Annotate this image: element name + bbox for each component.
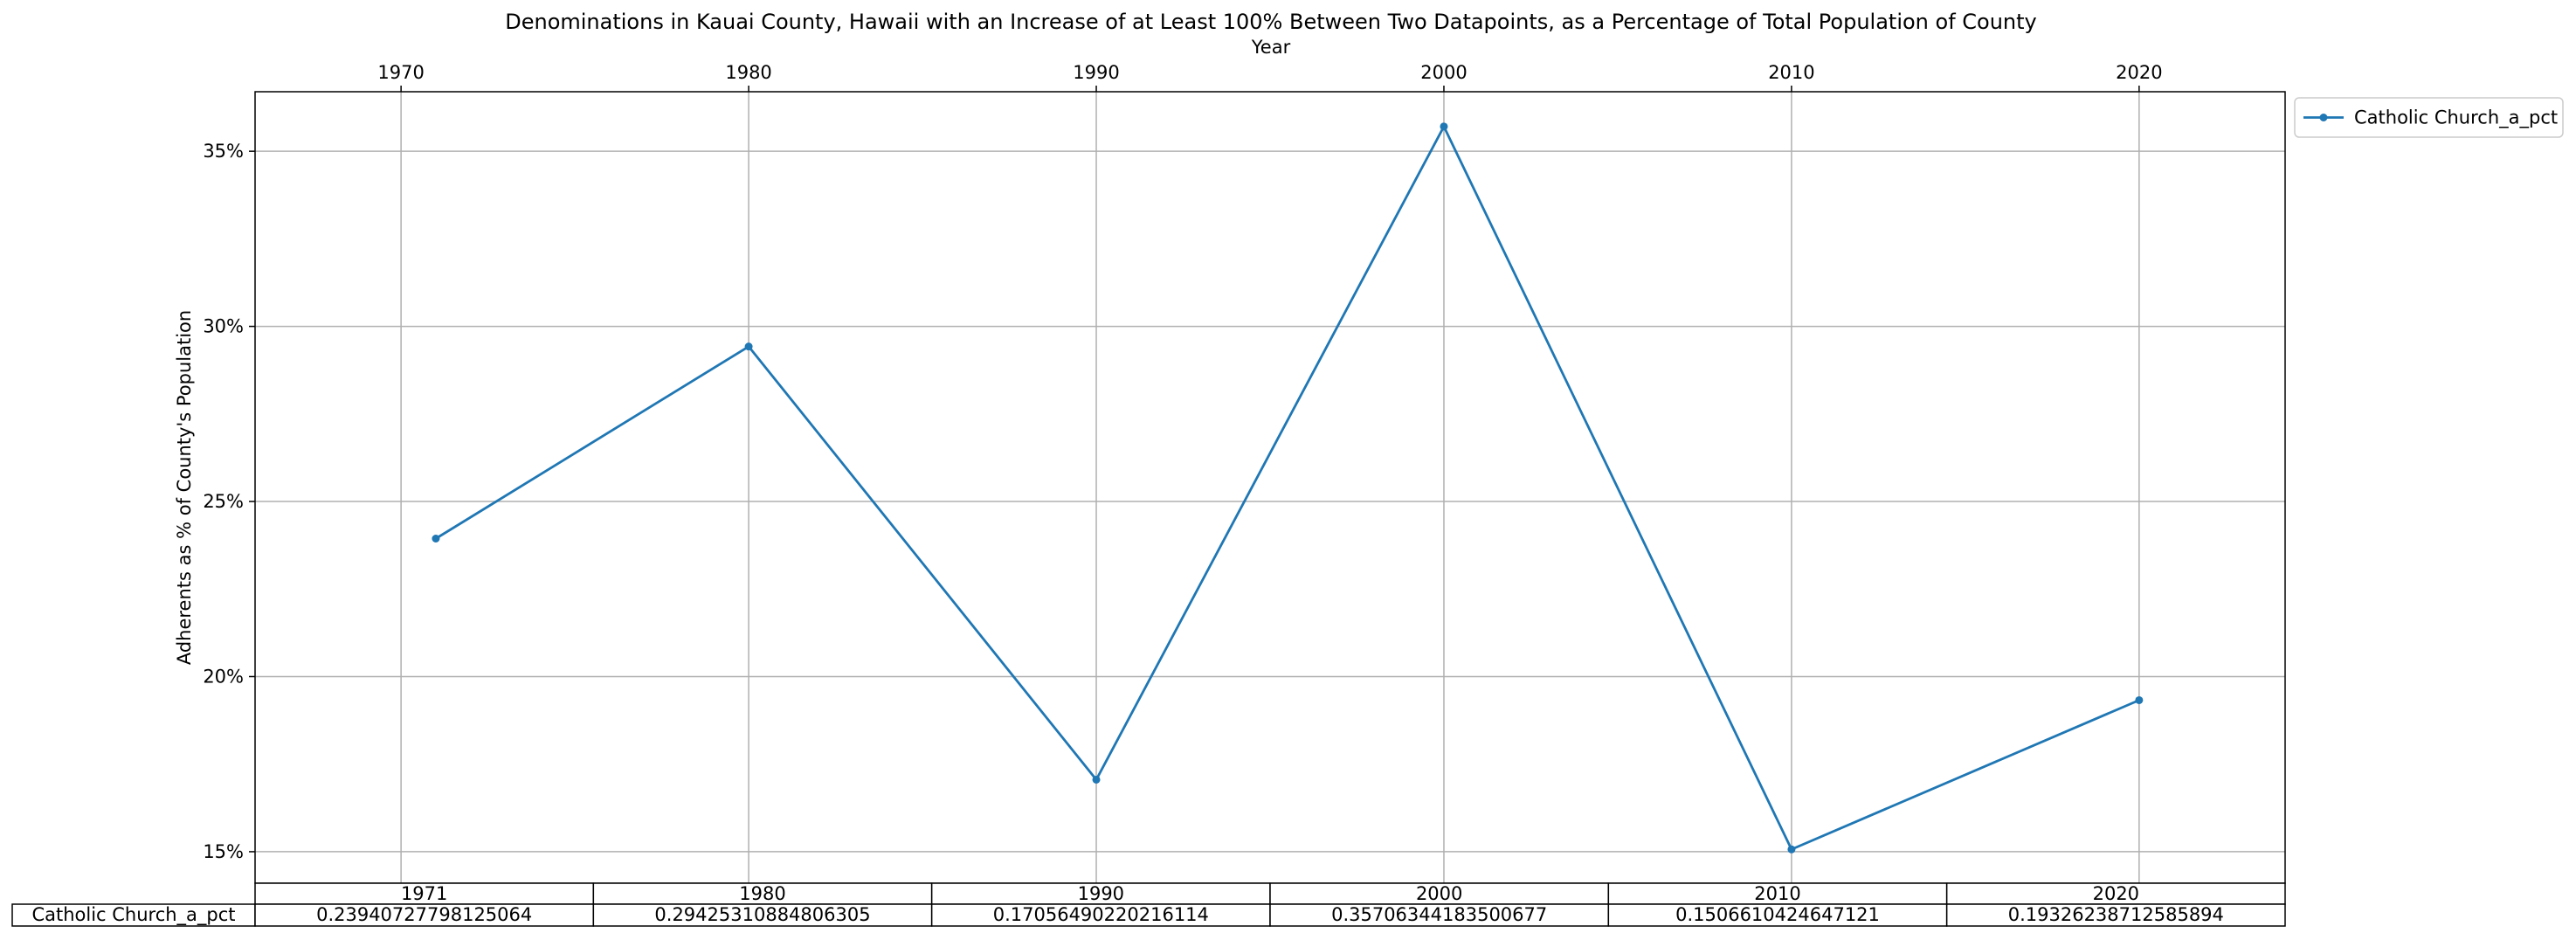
x-axis-label: Year [1251,37,1291,58]
table-cell-value: 0.23940727798125064 [316,904,532,925]
table-header-text: 1971 [401,883,447,904]
table-header-cell [1269,882,1610,905]
table-header-text: 2020 [2093,883,2139,904]
x-tick-label: 1990 [1073,62,1119,83]
x-tick-label: 1980 [725,62,771,83]
y-tick-label: 15% [203,841,244,862]
table-header-cell [1945,882,2286,905]
plot-area [254,91,2286,884]
table-cell-value: 0.19326238712585894 [2008,904,2224,925]
table-cell [930,903,1271,927]
table-cell [254,903,595,927]
table-header-text: 1980 [739,883,785,904]
x-tick-label: 2020 [2116,62,2162,83]
data-point [2135,695,2144,704]
legend-label: Catholic Church_a_pct [2354,107,2558,129]
table-cell-value: 0.29425310884806305 [654,904,870,925]
y-tick-label: 25% [203,491,244,512]
legend-marker [2319,114,2328,121]
gridlines [255,92,2285,883]
x-tick-label: 1970 [377,62,424,83]
data-point [432,535,440,543]
data-point [1787,845,1796,854]
data-table: 1971 1980 1990 2000 2010 2020 Catholic Church_… [11,882,2286,927]
legend-box [2294,97,2564,138]
table-cell-value: 0.35706344183500677 [1331,904,1547,925]
x-tick-label: 2000 [1420,62,1467,83]
table-row-label: Catholic Church_a_pct [31,904,235,926]
series-layer [432,122,2144,854]
data-point [1440,122,1448,131]
y-tick-label: 30% [203,316,244,337]
table-header-text: 2010 [1754,883,1800,904]
chart-title: Denominations in Kauai County, Hawaii wi… [505,10,2037,34]
table-cell-value: 0.1506610424647121 [1675,904,1880,925]
table-cell [1269,903,1610,927]
y-tick-label: 35% [203,141,244,162]
table-cell-value: 0.17056490220216114 [993,904,1209,925]
data-point [1092,775,1101,784]
legend[interactable]: Catholic Church_a_pct [2294,97,2564,138]
series-line [435,125,2140,851]
y-tick-label: 20% [203,666,244,687]
table-header-cell [592,882,933,905]
table-row-label-cell [11,903,256,927]
table-cell [1945,903,2286,927]
axis-ticks: 1970 1980 1990 2000 2010 2020 15% 20% 25% 30% 35% [203,62,2162,862]
table-header-text: 2000 [1416,883,1462,904]
table-header-text: 1990 [1078,883,1124,904]
data-point [744,342,753,351]
y-axis-label: Adherents as % of County's Population [174,310,195,665]
x-tick-label: 2010 [1768,62,1814,83]
